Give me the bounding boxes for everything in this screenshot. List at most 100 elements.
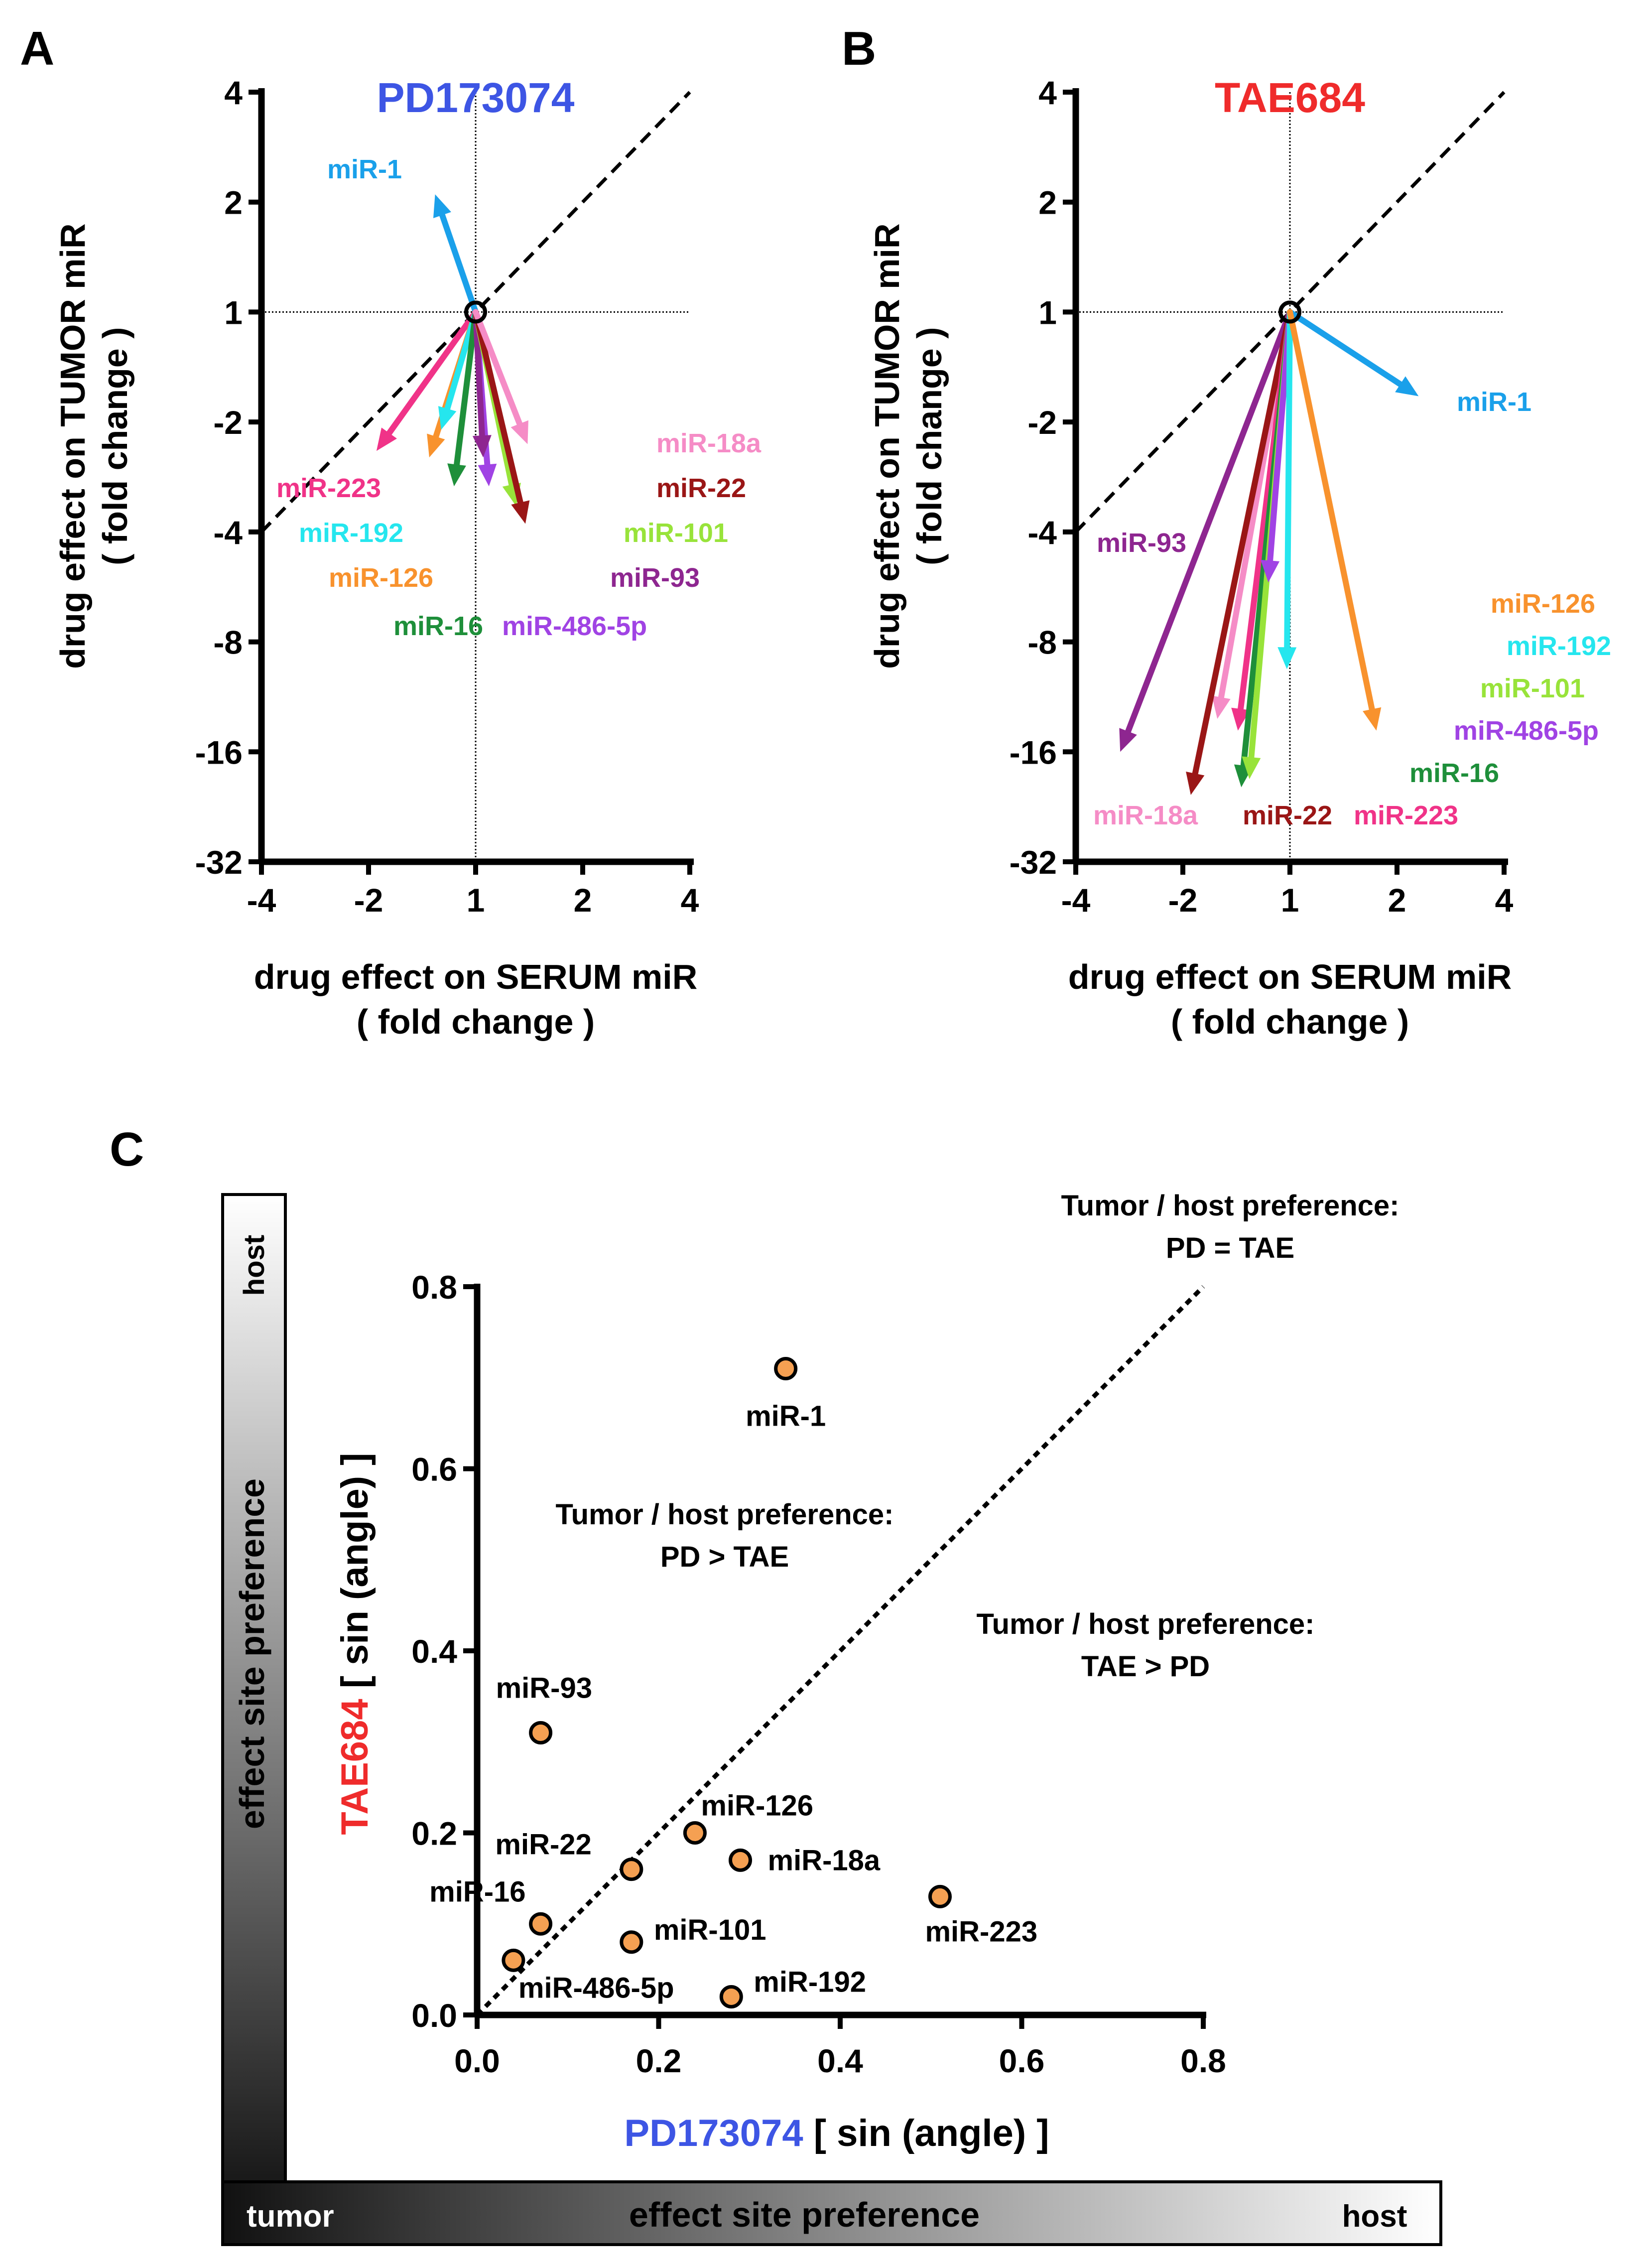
y-tick-label: 0.6: [411, 1451, 457, 1488]
preference-annotation-1: Tumor / host preference:: [1061, 1190, 1399, 1222]
x-tick-label: 0.0: [454, 2042, 500, 2079]
x-axis-label: PD173074 [ sin (angle) ]: [624, 2112, 1049, 2154]
point-label-mir-93: miR-93: [496, 1672, 592, 1704]
point-mir-192: [719, 1985, 743, 2008]
preference-annotation-2: PD > TAE: [660, 1541, 789, 1573]
arrow-mir-1: [439, 212, 479, 315]
y-axis-label-line1: drug effect on TUMOR miR: [53, 223, 92, 668]
x-tick-label: -2: [1168, 882, 1198, 919]
preference-annotation-1: PD = TAE: [1166, 1232, 1294, 1264]
preference-annotation-3: TAE > PD: [1081, 1650, 1210, 1683]
y-axis-label-line1: drug effect on TUMOR miR: [868, 223, 906, 668]
arrow-label-mir-126: miR-126: [1491, 589, 1595, 619]
y-tick-label: 0.8: [411, 1269, 457, 1306]
arrow-label-mir-101: miR-101: [624, 518, 728, 548]
x-axis-label-unit: [ sin (angle) ]: [803, 2112, 1049, 2154]
arrow-label-mir-223: miR-223: [1354, 800, 1458, 830]
y-tick-label: -2: [213, 404, 243, 441]
arrow-label-mir-192: miR-192: [299, 518, 403, 548]
arrow-mir-223: [386, 309, 479, 436]
point-label-mir-192: miR-192: [754, 1966, 866, 1998]
y-tick-label: -8: [1027, 624, 1057, 661]
arrow-mir-1: [1287, 309, 1403, 388]
arrowhead-mir-192: [438, 406, 457, 430]
arrow-label-mir-223: miR-223: [276, 473, 381, 503]
horizontal-preference-bar: [221, 2180, 1442, 2246]
origin-marker: [1278, 300, 1301, 324]
arrow-mir-93: [473, 309, 485, 439]
horizontal-bar-host-label: host: [1342, 2199, 1407, 2234]
y-tick-label: 2: [1038, 184, 1057, 221]
x-axis-label-line2: ( fold change ): [1171, 1002, 1409, 1041]
arrow-label-mir-1: miR-1: [327, 154, 402, 184]
arrow-label-mir-16: miR-16: [1409, 758, 1499, 788]
point-label-mir-16: miR-16: [429, 1875, 525, 1908]
x-axis-label-line2: ( fold change ): [357, 1002, 595, 1041]
y-tick-label: 2: [224, 184, 243, 221]
identity-reference-line: [260, 91, 691, 534]
y-tick-label: 4: [1038, 74, 1057, 111]
point-mir-93: [529, 1721, 553, 1744]
arrowhead-mir-18a: [510, 420, 528, 444]
arrowhead-mir-223: [1231, 707, 1250, 731]
arrow-label-mir-22: miR-22: [656, 473, 746, 503]
vertical-preference-bar: [221, 1193, 287, 2217]
y-tick-label: -4: [213, 514, 243, 551]
arrowhead-mir-1: [1395, 376, 1419, 397]
arrowhead-mir-486-5p: [1261, 559, 1280, 583]
arrow-label-mir-18a: miR-18a: [1093, 800, 1198, 830]
x-tick-label: -4: [247, 882, 276, 919]
arrowhead-mir-16: [447, 463, 466, 487]
x-axis-label-drug: PD173074: [624, 2112, 803, 2154]
y-tick-label: -4: [1027, 514, 1057, 551]
arrowhead-mir-1: [433, 194, 451, 218]
chart-title: TAE684: [1215, 74, 1365, 121]
x-tick-label: -2: [354, 882, 383, 919]
y-axis-label-line2: ( fold change ): [910, 327, 949, 565]
arrowhead-mir-93: [1119, 728, 1137, 752]
arrowhead-mir-126: [1363, 707, 1382, 731]
arrow-label-mir-93: miR-93: [1097, 528, 1186, 558]
y-tick-label: -32: [1010, 844, 1057, 881]
arrow-label-mir-93: miR-93: [610, 563, 700, 593]
arrowhead-mir-101: [1242, 756, 1261, 780]
x-tick-label: 1: [1281, 882, 1299, 919]
x-tick-label: 0.2: [636, 2042, 682, 2079]
arrow-label-mir-486-5p: miR-486-5p: [1454, 716, 1599, 746]
effect-site-bars: host effect site preference tumor effect…: [221, 1193, 1442, 2246]
arrow-label-mir-1: miR-1: [1457, 387, 1531, 417]
y-tick-label: -2: [1027, 404, 1057, 441]
y-axis-label: TAE684 [ sin (angle) ]: [334, 1453, 376, 1835]
arrow-mir-126: [1287, 309, 1375, 712]
panel-letter-c: C: [110, 1123, 144, 1176]
preference-annotation-2: Tumor / host preference:: [556, 1498, 894, 1531]
arrowhead-mir-93: [472, 435, 492, 458]
y-axis-label-drug: TAE684: [334, 1699, 376, 1835]
chart-title: PD173074: [377, 74, 575, 121]
point-mir-22: [620, 1858, 643, 1881]
y-axis-label-unit: [ sin (angle) ]: [334, 1453, 376, 1699]
arrowhead-mir-192: [1277, 647, 1297, 669]
x-tick-label: 4: [1495, 882, 1514, 919]
point-mir-223: [928, 1884, 952, 1908]
x-tick-label: 2: [1388, 882, 1406, 919]
arrow-label-mir-101: miR-101: [1480, 673, 1585, 703]
point-mir-16: [529, 1912, 553, 1936]
arrowhead-mir-22: [511, 500, 530, 524]
point-mir-126: [683, 1821, 707, 1845]
point-mir-1: [774, 1356, 798, 1380]
arrow-label-mir-22: miR-22: [1243, 800, 1332, 830]
arrow-label-mir-18a: miR-18a: [656, 428, 762, 458]
y-tick-label: 4: [224, 74, 243, 111]
vertical-bar-host-label: host: [238, 1235, 270, 1296]
x-tick-label: 1: [467, 882, 485, 919]
y-tick-label: -32: [195, 844, 243, 881]
arrow-mir-93: [1125, 309, 1293, 735]
horizontal-bar-label: effect site preference: [629, 2195, 980, 2234]
arrow-mir-192: [1284, 309, 1293, 651]
y-tick-label: 1: [1038, 294, 1057, 331]
arrowhead-mir-126: [427, 433, 445, 458]
point-label-mir-101: miR-101: [654, 1914, 766, 1946]
